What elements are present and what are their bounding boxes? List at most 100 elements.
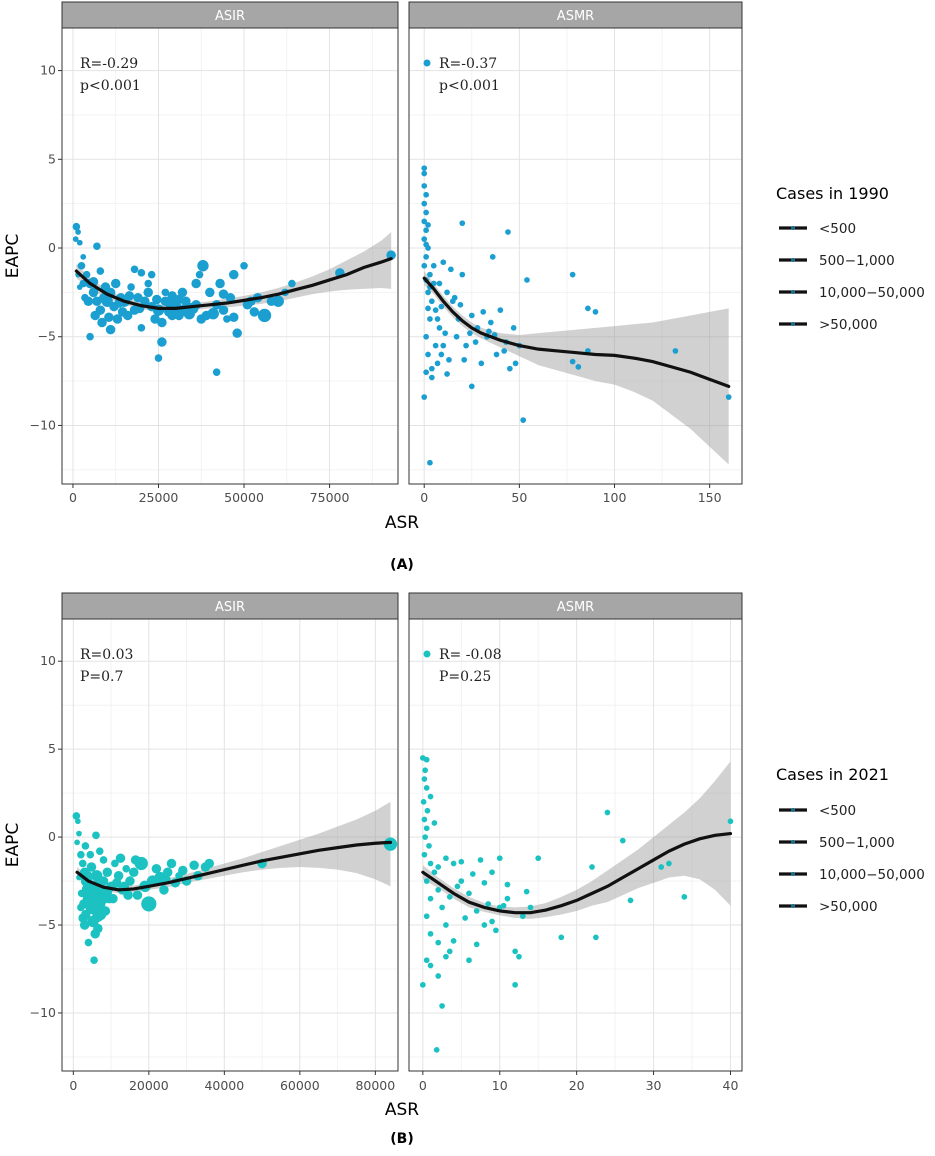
data-point <box>111 859 119 868</box>
data-point <box>72 222 81 231</box>
data-point <box>504 895 511 902</box>
data-point <box>451 294 458 301</box>
data-point <box>97 317 107 328</box>
data-point <box>424 807 431 814</box>
y-tick-label: −5 <box>38 329 56 344</box>
legend-item: 500−1,000 <box>779 253 895 269</box>
data-point <box>215 278 225 289</box>
data-point <box>196 314 207 324</box>
data-point <box>427 860 434 867</box>
data-point <box>443 855 449 862</box>
data-point <box>463 342 469 349</box>
data-point <box>443 953 449 960</box>
data-point <box>102 867 113 878</box>
data-point <box>104 312 114 322</box>
data-point <box>86 850 95 859</box>
data-point <box>130 265 139 274</box>
data-point <box>440 259 447 266</box>
data-point <box>569 271 576 278</box>
data-point <box>507 365 513 372</box>
data-point <box>431 869 438 876</box>
data-point <box>86 332 94 341</box>
x-tick-label: 150 <box>698 490 722 505</box>
data-point <box>421 394 428 400</box>
data-point <box>80 254 87 260</box>
data-point <box>178 865 188 876</box>
data-point <box>423 209 429 216</box>
data-point <box>466 957 472 964</box>
data-point <box>469 871 476 877</box>
data-point <box>108 893 118 904</box>
correlation-r-label: R=-0.37 <box>439 56 497 72</box>
data-point <box>195 270 204 279</box>
panel-asmr: ASMR 0 10 20 30 40 R= -0.08 P=0.25 <box>408 592 743 1093</box>
data-point <box>516 953 522 960</box>
facet-strip <box>61 592 399 620</box>
data-point <box>151 863 162 874</box>
legend-item: 500−1,000 <box>779 835 895 851</box>
data-point <box>423 369 429 376</box>
facet-strip-label: ASIR <box>215 9 245 24</box>
data-point <box>681 894 688 900</box>
data-point <box>433 1047 440 1053</box>
x-tick-label: 30 <box>646 1078 662 1093</box>
data-point <box>207 307 219 320</box>
data-point <box>500 902 507 909</box>
smooth-trend-line <box>421 831 733 915</box>
data-point <box>232 328 242 338</box>
data-point <box>473 941 480 948</box>
panel-asir: ASIR 0 25000 50000 75000 R=-0.29 p<0.001 <box>61 1 399 505</box>
y-tick-label: −5 <box>38 917 56 932</box>
data-point <box>527 904 534 911</box>
data-point <box>240 261 248 270</box>
data-point <box>90 310 100 321</box>
data-point <box>468 312 475 319</box>
y-tick-label: 10 <box>40 653 56 668</box>
data-point <box>242 300 253 310</box>
data-point <box>122 864 130 873</box>
legend-item: <500 <box>779 803 856 819</box>
x-tick-label: 0 <box>69 490 77 505</box>
data-point <box>426 843 432 849</box>
data-point <box>421 816 428 823</box>
x-tick-label: 25000 <box>139 490 179 505</box>
data-point <box>157 337 167 347</box>
data-point <box>421 170 428 177</box>
data-point <box>462 915 468 921</box>
data-point <box>523 888 530 895</box>
x-axis-title: ASR <box>385 513 419 533</box>
legend-point-key <box>791 290 795 294</box>
data-point <box>75 818 81 825</box>
y-tick-label: −10 <box>30 417 56 432</box>
y-tick-label: 0 <box>48 829 56 844</box>
data-point <box>76 239 83 246</box>
data-point <box>501 348 507 354</box>
data-point <box>446 356 452 363</box>
data-point <box>77 850 85 859</box>
data-point <box>77 262 84 269</box>
x-tick-label: 0 <box>69 1078 77 1093</box>
data-point <box>92 831 100 840</box>
legend-point-key <box>791 808 795 812</box>
data-point <box>99 856 108 864</box>
data-point <box>205 287 215 298</box>
data-point <box>423 254 429 260</box>
data-point <box>111 878 122 888</box>
smooth-trend-line <box>74 257 393 310</box>
legend-point-key <box>791 322 795 326</box>
data-point <box>438 303 445 310</box>
data-point <box>84 938 93 947</box>
data-point <box>421 165 428 172</box>
legend-item: 10,000−50,000 <box>779 867 925 883</box>
data-point <box>423 756 430 763</box>
data-point <box>79 899 89 909</box>
p-value-label: P=0.25 <box>439 669 491 685</box>
data-point <box>257 308 272 323</box>
legend-label: >50,000 <box>819 899 878 915</box>
data-point <box>486 328 492 335</box>
data-point <box>94 908 107 921</box>
legend-item: >50,000 <box>779 317 878 333</box>
data-point <box>535 855 542 862</box>
x-axis-title: ASR <box>385 1100 419 1120</box>
